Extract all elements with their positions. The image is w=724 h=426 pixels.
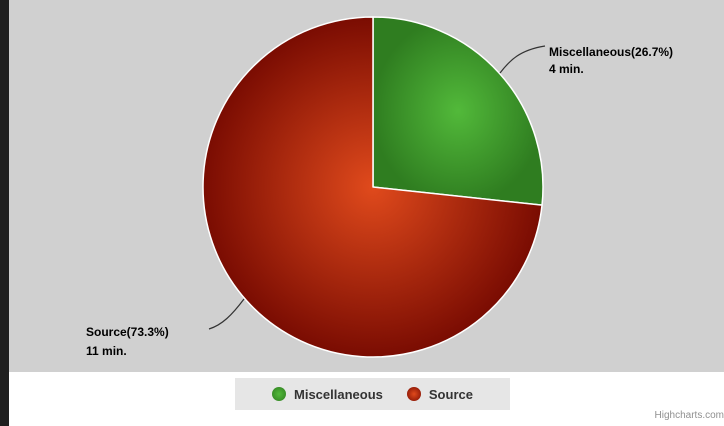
- legend: Miscellaneous Source: [235, 378, 510, 410]
- data-sublabel-miscellaneous: 4 min.: [549, 62, 584, 76]
- legend-swatch-source: [406, 387, 421, 401]
- connector-miscellaneous: [499, 45, 546, 74]
- pie-slice-miscellaneous[interactable]: [372, 16, 544, 206]
- legend-label-miscellaneous: Miscellaneous: [294, 386, 383, 402]
- pie-slice-source[interactable]: [202, 16, 543, 358]
- credits-link[interactable]: Highcharts.com: [654, 410, 724, 421]
- connector-source: [208, 298, 245, 330]
- legend-label-source: Source: [428, 386, 473, 402]
- window-edge: [0, 0, 9, 426]
- legend-item-miscellaneous[interactable]: Miscellaneous: [272, 387, 383, 402]
- data-label-miscellaneous: Miscellaneous(26.7%): [549, 45, 673, 59]
- legend-swatch-miscellaneous: [272, 387, 287, 401]
- data-sublabel-source: 11 min.: [86, 344, 127, 358]
- legend-item-source[interactable]: Source: [406, 386, 473, 402]
- data-label-source: Source(73.3%): [86, 325, 169, 339]
